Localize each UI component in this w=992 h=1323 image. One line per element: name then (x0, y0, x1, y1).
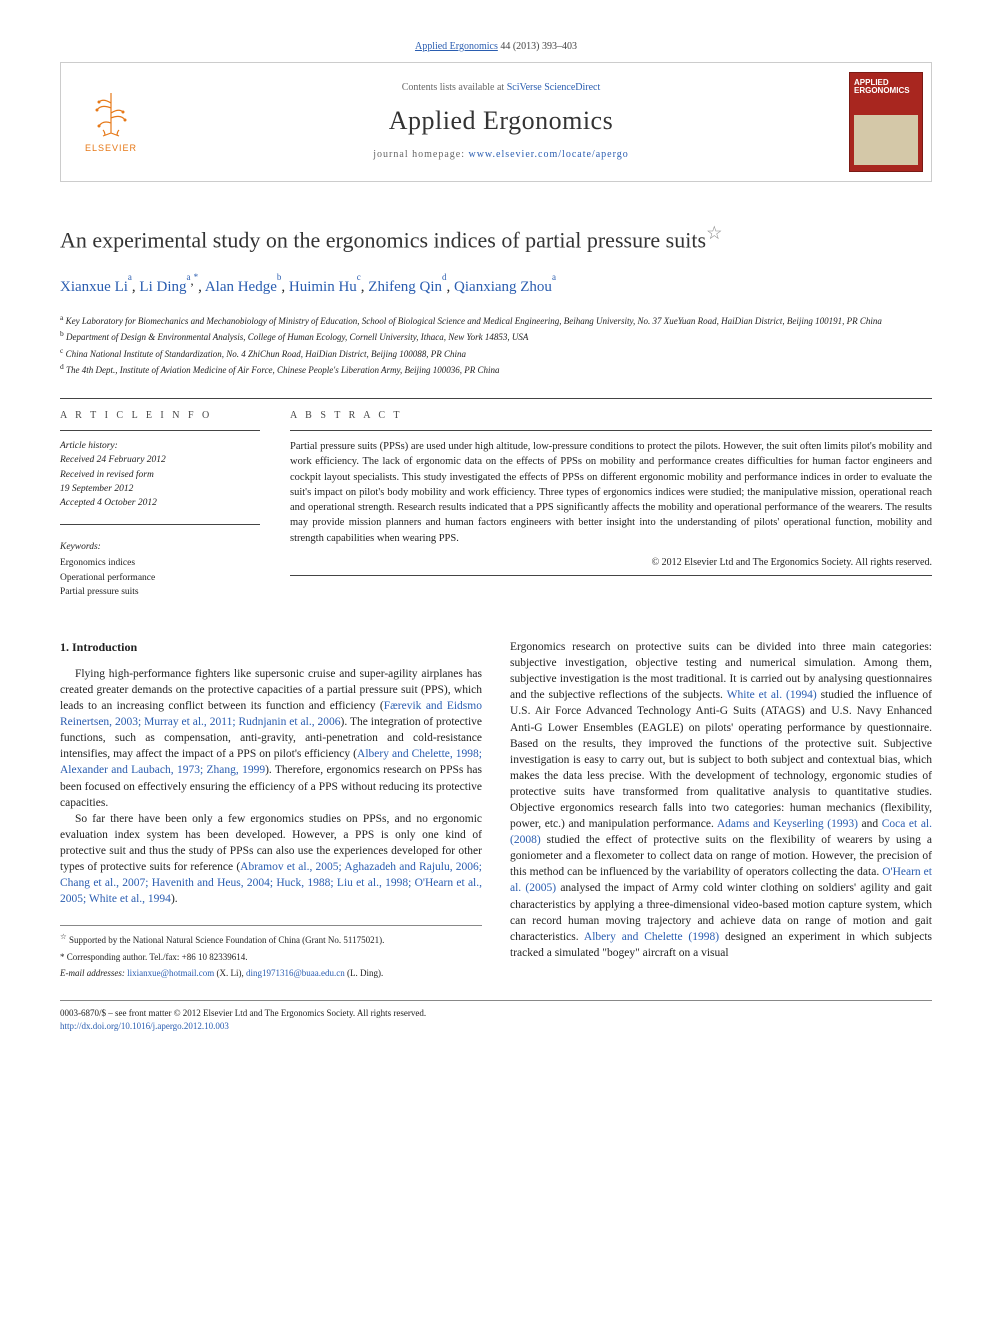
affiliation-line: d The 4th Dept., Institute of Aviation M… (60, 361, 932, 378)
title-footnote-star: ☆ (706, 223, 722, 243)
running-head: Applied Ergonomics 44 (2013) 393–403 (60, 40, 932, 54)
body-column-left: 1. Introduction Flying high-performance … (60, 639, 482, 984)
author-link[interactable]: Alan Hedge (205, 279, 277, 295)
keywords-label: Keywords: (60, 541, 260, 554)
homepage-prefix: journal homepage: (373, 149, 468, 160)
aff-sup-link[interactable]: c (357, 272, 361, 282)
footnotes: ☆ Supported by the National Natural Scie… (60, 925, 482, 980)
journal-masthead: ELSEVIER Contents lists available at Sci… (60, 62, 932, 182)
aff-sup-link[interactable]: d (442, 272, 447, 282)
article-title-text: An experimental study on the ergonomics … (60, 227, 706, 252)
section-heading-intro: 1. Introduction (60, 639, 482, 656)
contents-prefix: Contents lists available at (402, 82, 507, 93)
author-link[interactable]: Huimin Hu (289, 279, 357, 295)
homepage-link[interactable]: www.elsevier.com/locate/apergo (468, 149, 628, 160)
keyword: Ergonomics indices (60, 556, 260, 570)
keywords-block: Keywords: Ergonomics indicesOperational … (60, 541, 260, 599)
scidirect-link[interactable]: SciVerse ScienceDirect (507, 82, 601, 93)
affiliation-line: b Department of Design & Environmental A… (60, 328, 932, 345)
abstract-rule (290, 430, 932, 431)
ref-link[interactable]: White et al. (1994) (727, 689, 817, 701)
email-link[interactable]: lixianxue@hotmail.com (127, 968, 214, 978)
running-head-journal-link[interactable]: Applied Ergonomics (415, 41, 498, 52)
affiliation-line: a Key Laboratory for Biomechanics and Me… (60, 312, 932, 329)
author-link[interactable]: Li Ding (139, 279, 186, 295)
author-link[interactable]: Zhifeng Qin (368, 279, 442, 295)
history-label: Article history: (60, 439, 260, 453)
article-history: Article history: Received 24 February 20… (60, 439, 260, 510)
fine-print: 0003-6870/$ – see front matter © 2012 El… (60, 1007, 932, 1032)
info-rule (60, 430, 260, 431)
author-list: Xianxue Lia, Li Dinga,*, Alan Hedgeb, Hu… (60, 271, 932, 297)
history-line: Received in revised form (60, 468, 260, 482)
funding-footnote: ☆ Supported by the National Natural Scie… (60, 932, 482, 947)
history-line: Accepted 4 October 2012 (60, 496, 260, 510)
history-line: Received 24 February 2012 (60, 453, 260, 467)
intro-para-2: So far there have been only a few ergono… (60, 811, 482, 908)
keyword: Operational performance (60, 571, 260, 585)
ref-link[interactable]: Albery and Chelette (1998) (584, 931, 719, 943)
intro-para-3: Ergonomics research on protective suits … (510, 639, 932, 961)
elsevier-logo-box: ELSEVIER (61, 63, 161, 181)
elsevier-logo-text: ELSEVIER (85, 142, 137, 154)
article-title: An experimental study on the ergonomics … (60, 222, 932, 254)
abstract-rule-2 (290, 575, 932, 576)
aff-sup-link[interactable]: a (128, 272, 132, 282)
affiliation-line: c China National Institute of Standardiz… (60, 345, 932, 362)
keyword: Partial pressure suits (60, 585, 260, 599)
bottom-rule (60, 1000, 932, 1001)
intro-para-1: Flying high-performance fighters like su… (60, 666, 482, 811)
corresponding-footnote: * Corresponding author. Tel./fax: +86 10… (60, 951, 482, 964)
ref-link[interactable]: Adams and Keyserling (1993) (717, 818, 858, 830)
email-link[interactable]: ding1971316@buaa.edu.cn (246, 968, 345, 978)
journal-cover-thumb[interactable]: APPLIED ERGONOMICS (849, 72, 923, 172)
aff-sup-link[interactable]: a (187, 272, 191, 282)
aff-sup-link[interactable]: * (194, 272, 199, 282)
aff-sup-link[interactable]: a (552, 272, 556, 282)
email-footnote: E-mail addresses: lixianxue@hotmail.com … (60, 967, 482, 980)
elsevier-tree-icon (91, 88, 131, 138)
article-info-heading: A R T I C L E I N F O (60, 409, 260, 423)
author-link[interactable]: Qianxiang Zhou (454, 279, 552, 295)
running-head-citation: 44 (2013) 393–403 (498, 41, 577, 52)
aff-sup-link[interactable]: b (277, 272, 282, 282)
abstract-heading: A B S T R A C T (290, 409, 932, 423)
abstract-copyright: © 2012 Elsevier Ltd and The Ergonomics S… (290, 556, 932, 570)
journal-homepage-line: journal homepage: www.elsevier.com/locat… (373, 148, 628, 162)
info-rule-2 (60, 524, 260, 525)
cover-thumb-image (854, 115, 918, 165)
affiliations: a Key Laboratory for Biomechanics and Me… (60, 312, 932, 378)
cover-thumb-title: APPLIED ERGONOMICS (854, 79, 918, 97)
abstract-text: Partial pressure suits (PPSs) are used u… (290, 439, 932, 546)
history-line: 19 September 2012 (60, 482, 260, 496)
journal-title: Applied Ergonomics (389, 103, 613, 138)
front-matter-line: 0003-6870/$ – see front matter © 2012 El… (60, 1007, 932, 1020)
author-link[interactable]: Xianxue Li (60, 279, 128, 295)
contents-line: Contents lists available at SciVerse Sci… (402, 81, 601, 95)
doi-link[interactable]: http://dx.doi.org/10.1016/j.apergo.2012.… (60, 1021, 229, 1031)
body-column-right: Ergonomics research on protective suits … (510, 639, 932, 984)
elsevier-logo[interactable]: ELSEVIER (85, 88, 137, 154)
